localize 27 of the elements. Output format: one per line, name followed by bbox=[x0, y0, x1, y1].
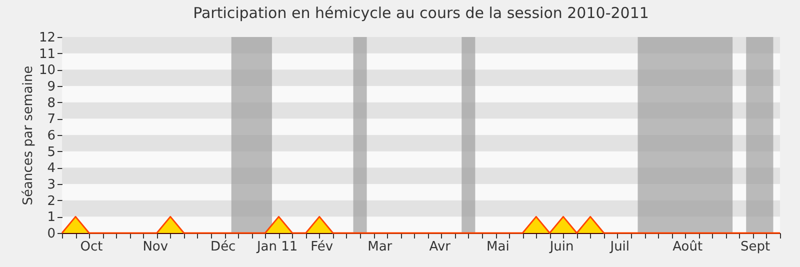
x-tick-label: Nov bbox=[142, 240, 168, 254]
x-tick-label: Août bbox=[672, 240, 703, 254]
y-tick-label: 11 bbox=[38, 46, 56, 62]
y-tick-label: 9 bbox=[47, 80, 56, 94]
x-tick-label: Juil bbox=[609, 240, 630, 254]
x-tick-label: Mar bbox=[368, 240, 393, 254]
x-tick-label: Juin bbox=[548, 240, 574, 254]
x-tick-label: Sept bbox=[740, 240, 770, 254]
x-tick-label: Oct bbox=[80, 240, 103, 254]
y-tick-label: 3 bbox=[47, 178, 56, 192]
x-tick-label: Mai bbox=[486, 240, 510, 254]
x-tick-label: Déc bbox=[210, 240, 236, 254]
y-tick-label: 7 bbox=[47, 112, 56, 128]
y-tick-label: 6 bbox=[47, 128, 56, 144]
y-tick-label: 10 bbox=[38, 63, 56, 78]
y-tick-label: 1 bbox=[47, 210, 56, 226]
x-tick-label: Fév bbox=[310, 240, 334, 254]
y-tick-label: 2 bbox=[47, 194, 56, 209]
y-tick-label: 4 bbox=[47, 161, 56, 176]
x-tick-label: Avr bbox=[429, 240, 452, 254]
x-tick-label: Jan 11 bbox=[256, 240, 298, 254]
chart-title: Participation en hémicycle au cours de la session 2010-2011 bbox=[193, 4, 649, 22]
y-axis-title: Séances par semaine bbox=[20, 66, 36, 206]
y-tick-label: 0 bbox=[47, 226, 56, 242]
y-tick-label: 5 bbox=[47, 144, 56, 160]
y-tick-label: 12 bbox=[38, 30, 56, 46]
y-tick-label: 8 bbox=[47, 96, 56, 111]
